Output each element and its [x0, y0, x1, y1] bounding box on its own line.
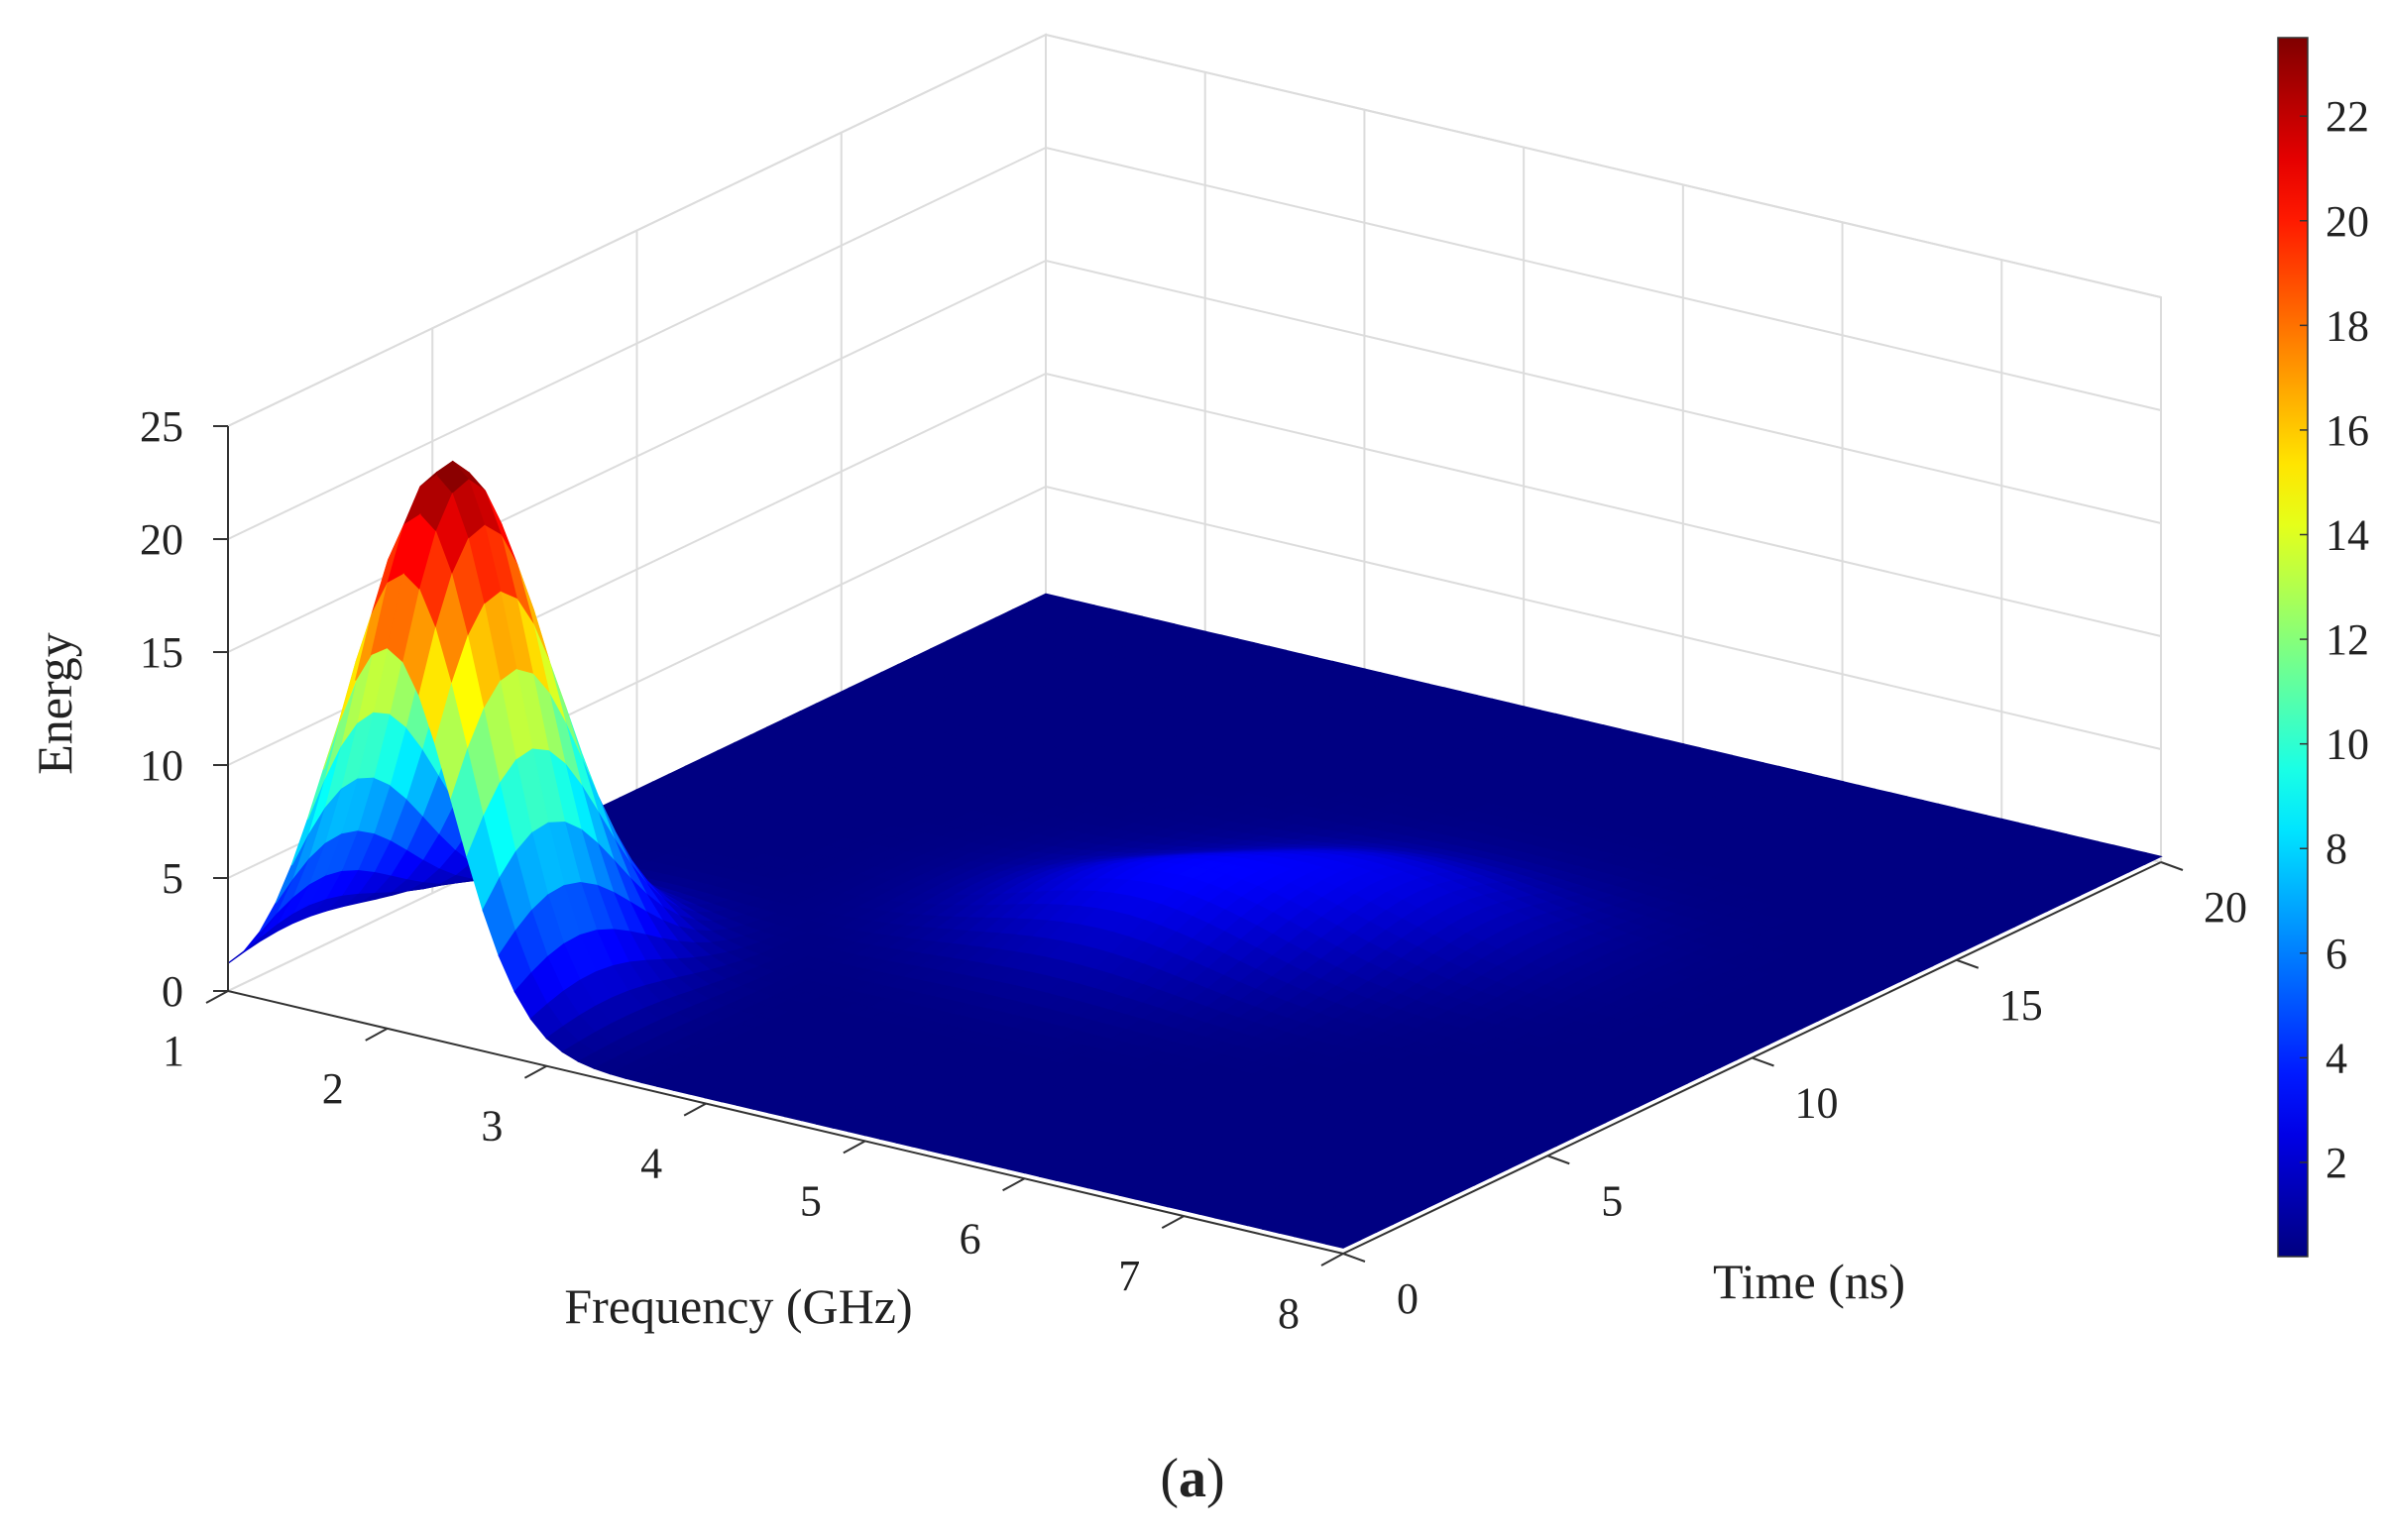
x-tick-label: 6 — [960, 1214, 981, 1263]
x-tick-label: 3 — [481, 1102, 503, 1151]
x-tick-label: 4 — [640, 1140, 662, 1188]
z-tick-label: 20 — [140, 515, 183, 564]
y-tick-label: 10 — [1795, 1079, 1839, 1128]
axes-layer: 0 5 10 15 20 25 1 2 3 4 5 6 7 8 0 5 10 15 20 — [140, 402, 2247, 1338]
z-axis-label: Energy — [27, 632, 82, 774]
colorbar-tick-label: 8 — [2326, 825, 2347, 873]
colorbar-tick-label: 2 — [2326, 1139, 2347, 1187]
x-axis-label: Frequency (GHz) — [564, 1278, 912, 1334]
colorbar-tick-label: 12 — [2326, 615, 2369, 664]
x-axis-line — [227, 990, 1344, 1255]
y-tick-label: 20 — [2204, 883, 2247, 932]
x-tick-mark — [683, 1102, 707, 1117]
y-tick-label: 15 — [1999, 981, 2043, 1030]
x-tick-mark — [205, 990, 229, 1004]
x-tick-label: 5 — [800, 1176, 822, 1225]
caption-close: ) — [1206, 1448, 1225, 1509]
surface-patch — [1325, 1235, 1362, 1249]
z-tick-label: 5 — [162, 854, 183, 903]
y-tick-mark — [1342, 1253, 1366, 1263]
x-tick-mark — [1320, 1253, 1344, 1266]
x-tick-label: 1 — [163, 1027, 184, 1075]
x-tick-mark — [365, 1027, 389, 1042]
colorbar-tick-label: 18 — [2326, 301, 2369, 350]
x-tick-label: 2 — [322, 1064, 344, 1113]
y-tick-mark — [1956, 958, 1980, 969]
y-axis-label: Time (ns) — [1713, 1254, 1905, 1309]
caption-open: ( — [1160, 1448, 1179, 1509]
x-tick-mark — [523, 1064, 547, 1079]
colorbar-tick-label: 10 — [2326, 720, 2369, 769]
colorbar-tick-label: 20 — [2326, 197, 2369, 246]
y-tick-mark — [1752, 1056, 1774, 1067]
y-tick-label: 5 — [1601, 1176, 1623, 1225]
z-tick-label: 10 — [140, 741, 183, 790]
colorbar-gradient — [2277, 37, 2309, 1258]
z-tick-label: 0 — [162, 967, 183, 1016]
x-tick-label: 8 — [1278, 1289, 1300, 1338]
x-tick-mark — [1161, 1215, 1185, 1230]
colorbar-tick-label: 16 — [2326, 406, 2369, 455]
colorbar: 2 4 6 8 10 12 14 16 18 20 22 — [2277, 37, 2369, 1258]
y-tick-mark — [2160, 861, 2184, 871]
surface-layer — [227, 460, 2163, 1249]
z-tick-label: 25 — [140, 402, 183, 451]
x-tick-mark — [843, 1140, 866, 1155]
z-tick-label: 15 — [140, 628, 183, 677]
colorbar-tick-label: 14 — [2326, 511, 2369, 560]
colorbar-tick-label: 4 — [2326, 1034, 2347, 1082]
y-tick-mark — [1546, 1155, 1570, 1165]
x-tick-mark — [1002, 1177, 1026, 1192]
caption-letter: a — [1179, 1448, 1206, 1509]
figure-caption: (a) — [1160, 1448, 1224, 1509]
x-tick-label: 7 — [1118, 1252, 1140, 1300]
y-tick-label: 0 — [1397, 1274, 1419, 1323]
colorbar-tick-label: 6 — [2326, 930, 2347, 978]
colorbar-tick-label: 22 — [2326, 92, 2369, 141]
